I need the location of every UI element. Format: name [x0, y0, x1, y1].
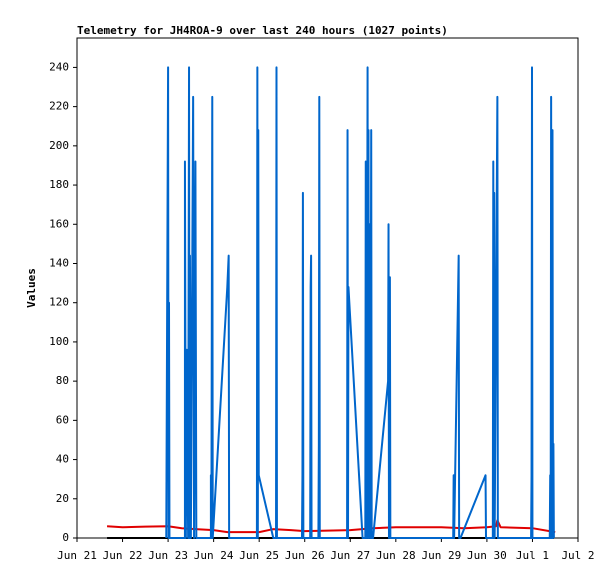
y-tick-label: 120 — [49, 296, 69, 309]
plot-frame — [76, 37, 579, 539]
y-tick-label: 220 — [49, 100, 69, 113]
y-tick-label: 180 — [49, 178, 69, 191]
x-tick-label: Jun 27 — [330, 549, 370, 562]
x-tick-label: Jul 1 — [516, 549, 549, 562]
x-tick-label: Jun 21 — [57, 549, 97, 562]
x-tick-label: Jun 23 — [148, 549, 188, 562]
x-tick-label: Jun 29 — [421, 549, 461, 562]
y-tick-label: 80 — [56, 374, 69, 387]
x-tick-label: Jun 24 — [194, 549, 234, 562]
x-tick-label: Jun 28 — [376, 549, 416, 562]
y-tick-label: 40 — [56, 453, 69, 466]
y-axis-label: Values — [25, 268, 38, 308]
y-tick-label: 60 — [56, 413, 69, 426]
y-tick-label: 160 — [49, 217, 69, 230]
y-tick-label: 100 — [49, 335, 69, 348]
x-tick-label: Jun 22 — [103, 549, 143, 562]
y-tick-label: 140 — [49, 256, 69, 269]
chart-title: Telemetry for JH4ROA-9 over last 240 hou… — [77, 24, 448, 37]
y-tick-label: 0 — [62, 531, 69, 544]
series-line — [106, 519, 556, 534]
x-tick-label: Jun 26 — [285, 549, 325, 562]
x-tick-label: Jun 25 — [239, 549, 279, 562]
x-tick-label: Jul 2 — [561, 549, 594, 562]
y-tick-label: 240 — [49, 60, 69, 73]
y-tick-label: 20 — [56, 492, 69, 505]
y-tick-label: 200 — [49, 139, 69, 152]
x-tick-label: Jun 30 — [467, 549, 507, 562]
series-line — [165, 66, 555, 539]
